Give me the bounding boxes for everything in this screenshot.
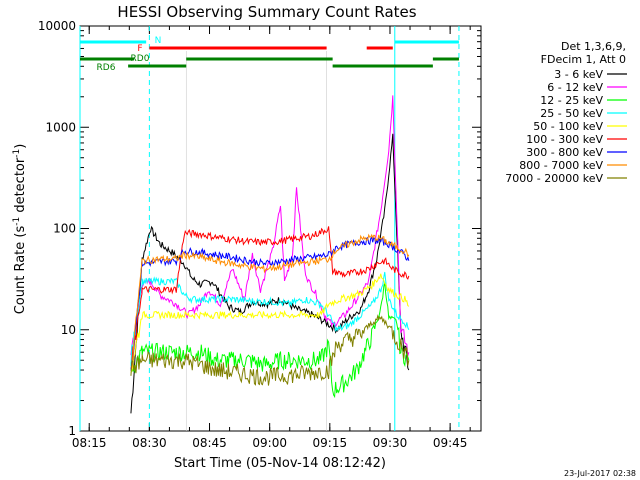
series-line-2 <box>130 282 410 399</box>
legend-header: Det 1,3,6,9, <box>561 40 626 53</box>
series-line-7 <box>130 233 410 371</box>
y-tick-label: 10 <box>61 323 76 337</box>
x-tick-label: 08:30 <box>132 436 167 450</box>
x-tick-label: 08:15 <box>72 436 107 450</box>
y-axis-label: Count Rate (s-1 detector-1) <box>12 144 28 315</box>
night-lines <box>79 26 460 431</box>
legend-entry: 6 - 12 keV <box>547 81 603 94</box>
footer-date: 23-Jul-2017 02:38 <box>564 469 636 478</box>
legend-entry: 100 - 300 keV <box>526 133 603 146</box>
x-tick-label: 09:30 <box>373 436 408 450</box>
flag-label-f: F <box>137 44 142 54</box>
series-line-4 <box>130 273 410 373</box>
flag-label-rd6: RD6 <box>97 63 116 73</box>
legend-entry: 300 - 800 keV <box>526 146 603 159</box>
flag-label-n: N <box>155 36 162 46</box>
y-tick-label: 1 <box>68 424 76 438</box>
x-axis-ticks: 08:15 08:30 08:45 09:00 09:15 09:30 09:45 <box>72 26 471 450</box>
legend-header: FDecim 1, Att 0 <box>541 53 626 66</box>
series-line-8 <box>130 314 410 386</box>
x-axis-label: Start Time (05-Nov-14 08:12:42) <box>174 456 386 471</box>
legend-entry: 50 - 100 keV <box>533 120 603 133</box>
series-line-5 <box>130 226 410 371</box>
x-tick-label: 09:15 <box>313 436 348 450</box>
y-tick-label: 100 <box>53 222 76 236</box>
chart-title: HESSI Observing Summary Count Rates <box>117 3 416 21</box>
legend-entry: 7000 - 20000 keV <box>505 172 603 185</box>
y-tick-label: 10000 <box>38 19 76 33</box>
legend-entry: 3 - 6 keV <box>554 68 603 81</box>
x-tick-label: 08:45 <box>192 436 227 450</box>
legend-entry: 25 - 50 keV <box>540 107 603 120</box>
series-line-6 <box>130 236 410 371</box>
y-axis-ticks: 1 10 100 1000 10000 <box>38 19 481 438</box>
x-tick-label: 09:00 <box>252 436 287 450</box>
plot-frame <box>79 25 482 432</box>
series-line-1 <box>130 95 410 356</box>
series-lines <box>130 95 410 414</box>
y-tick-label: 1000 <box>45 120 76 134</box>
series-line-3 <box>130 271 410 366</box>
flag-label-rd0: RD0 <box>131 54 150 64</box>
x-tick-label: 09:45 <box>433 436 468 450</box>
legend-entry: 800 - 7000 keV <box>519 159 603 172</box>
legend-entry: 12 - 25 keV <box>540 94 603 107</box>
